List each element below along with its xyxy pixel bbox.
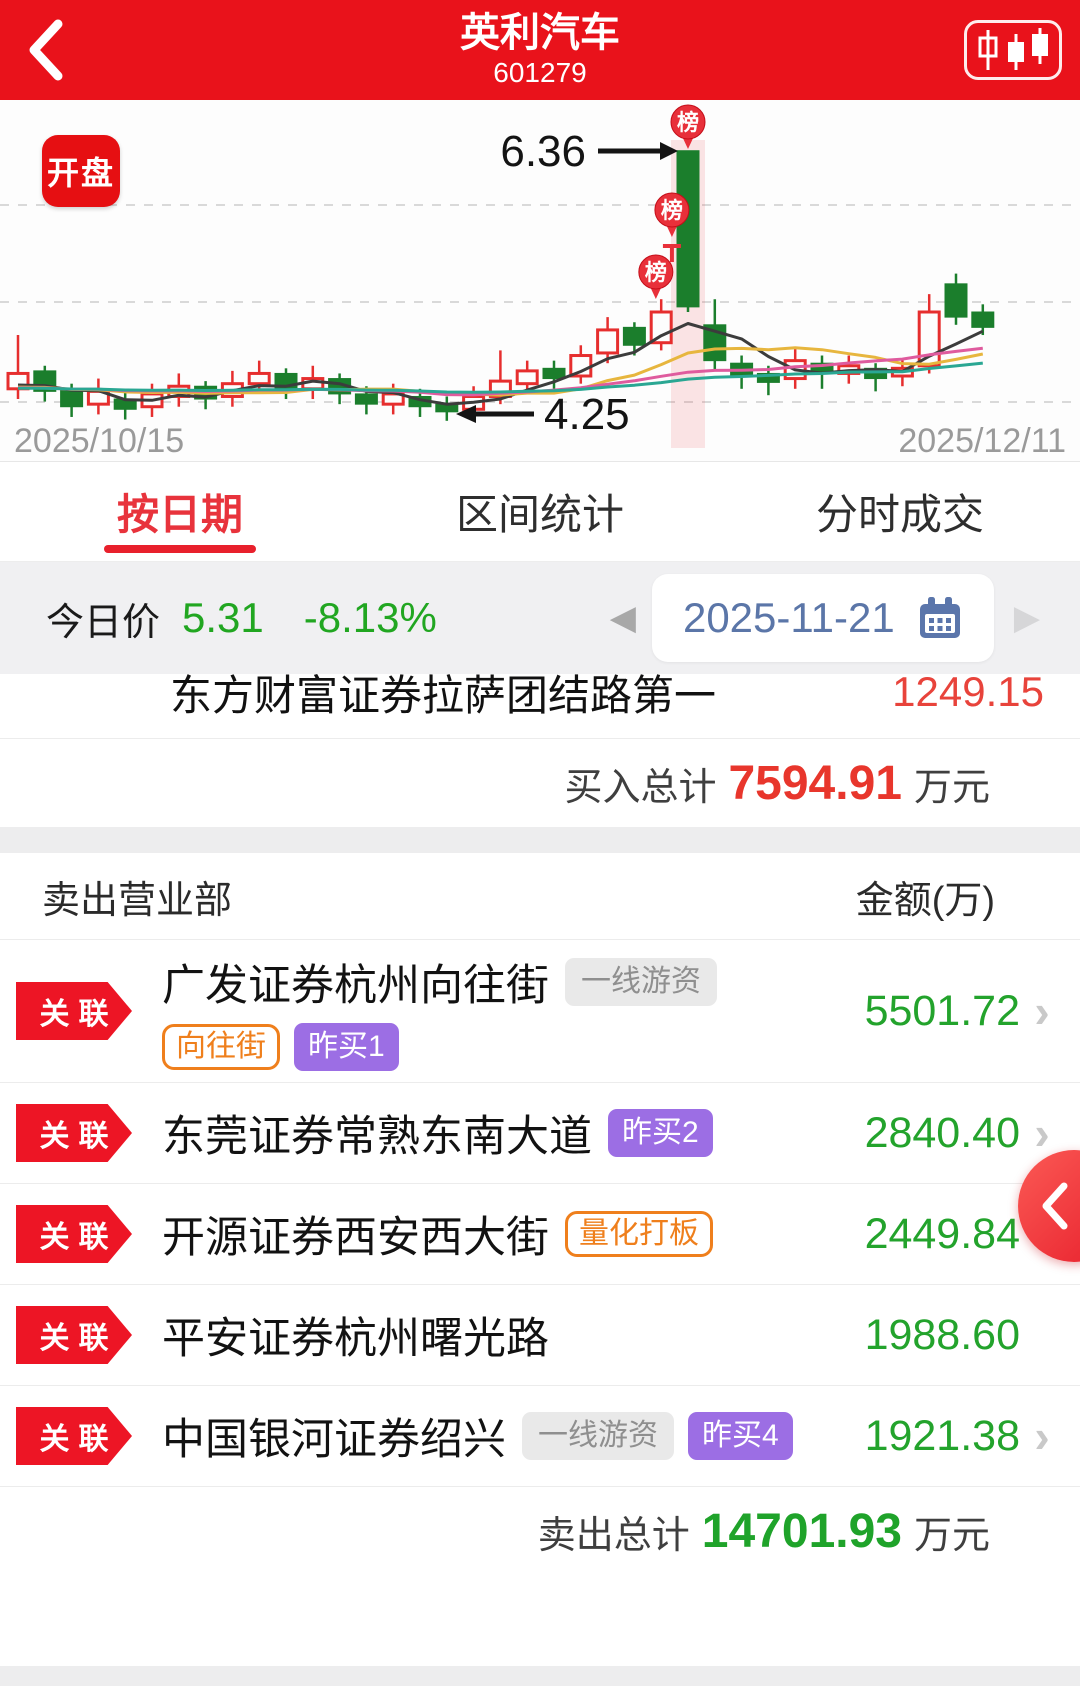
tab-intraday-trades[interactable]: 分时成交	[720, 462, 1080, 561]
divider	[0, 1082, 1080, 1083]
app-header: 英利汽车 601279	[0, 0, 1080, 100]
relation-badge: 关联	[16, 1407, 132, 1465]
sell-dept-row[interactable]: 关联 中国银河证券绍兴 一线游资 昨买4 1921.38 ›	[0, 1386, 1080, 1486]
tab-by-date[interactable]: 按日期	[0, 462, 360, 561]
buy-total-value: 7594.91	[728, 756, 902, 810]
dept-name: 东莞证券常熟东南大道	[162, 1113, 592, 1161]
section-separator	[0, 827, 1080, 853]
today-price-value: 5.31	[182, 594, 264, 641]
tab-label: 分时成交	[815, 491, 984, 538]
today-change-value: -8.13%	[303, 594, 437, 641]
dept-tag: 量化打板	[565, 1211, 713, 1257]
buy-total-label: 买入总计	[564, 766, 717, 809]
dept-name: 平安证券杭州曙光路	[162, 1315, 549, 1363]
calendar-icon	[919, 597, 960, 638]
divider	[0, 1486, 1080, 1487]
dept-info: 平安证券杭州曙光路	[162, 1304, 855, 1366]
dept-tag: 一线游资	[522, 1412, 674, 1460]
divider	[0, 1385, 1080, 1386]
divider	[0, 738, 1080, 739]
buy-row-clipped[interactable]: 东方财富证券拉萨团结路第一 1249.15	[0, 674, 1080, 738]
sell-total-label: 卖出总计	[537, 1514, 690, 1557]
svg-text:2025/10/15: 2025/10/15	[14, 422, 184, 460]
bottom-separator	[0, 1666, 1080, 1686]
dept-tag: 昨买2	[608, 1109, 713, 1157]
svg-text:榜: 榜	[645, 260, 667, 285]
dept-info: 中国银河证券绍兴 一线游资 昨买4	[162, 1405, 855, 1467]
svg-text:2025/12/11: 2025/12/11	[898, 422, 1066, 460]
page-title: 英利汽车	[460, 11, 620, 56]
dept-name: 开源证券西安西大街	[162, 1214, 549, 1262]
date-picker[interactable]: 2025-11-21	[651, 574, 994, 662]
divider	[0, 1284, 1080, 1285]
tab-bar: 按日期 区间统计 分时成交	[0, 462, 1080, 562]
svg-text:4.25: 4.25	[544, 390, 630, 439]
col-amount-header: 金额(万)	[855, 879, 995, 922]
sell-dept-row[interactable]: 关联 东莞证券常熟东南大道 昨买2 2840.40 ›	[0, 1083, 1080, 1183]
tab-range-stats[interactable]: 区间统计	[360, 462, 720, 561]
sell-table-header: 卖出营业部 金额(万)	[0, 853, 1080, 939]
dept-amount: 2840.40	[864, 1108, 1020, 1157]
chevron-right-icon[interactable]: ›	[1034, 1410, 1050, 1462]
kline-chart[interactable]: 6.36 4.25 榜榜榜 2025/10/15 2025/12/11 开盘	[0, 100, 1080, 462]
buy-total-unit: 万元	[913, 766, 990, 809]
dept-info: 开源证券西安西大街 量化打板	[162, 1203, 855, 1265]
selected-date: 2025-11-21	[682, 594, 895, 641]
dept-amount: 1988.60	[864, 1310, 1020, 1359]
sell-dept-row[interactable]: 关联 广发证券杭州向往街 一线游资 向往街 昨买1 5501.72 ›	[0, 940, 1080, 1082]
buy-total-row: 买入总计 7594.91 万元	[0, 739, 1080, 827]
open-badge: 开盘	[42, 135, 120, 207]
tab-label: 区间统计	[455, 491, 624, 538]
sell-rows-list: 关联 广发证券杭州向往街 一线游资 向往街 昨买1 5501.72 › 关联 东莞证券常熟东南大…	[0, 940, 1080, 1487]
dept-tag: 向往街	[162, 1024, 280, 1070]
col-dept-header: 卖出营业部	[42, 879, 233, 922]
sell-dept-row[interactable]: 关联 平安证券杭州曙光路 1988.60	[0, 1285, 1080, 1385]
active-tab-underline	[104, 545, 256, 553]
sell-total-row: 卖出总计 14701.93 万元	[0, 1487, 1080, 1575]
chevron-left-icon	[1042, 1182, 1068, 1230]
stock-code: 601279	[493, 57, 587, 89]
sell-total-unit: 万元	[913, 1514, 990, 1557]
relation-badge: 关联	[16, 982, 132, 1040]
dept-name: 广发证券杭州向往街	[162, 962, 549, 1010]
dept-amount: 1249.15	[892, 674, 1044, 715]
chevron-left-icon	[29, 19, 63, 81]
chevron-right-icon[interactable]: ›	[1034, 985, 1050, 1037]
back-button[interactable]	[18, 10, 88, 90]
relation-badge: 关联	[16, 1306, 132, 1364]
dept-info: 广发证券杭州向往街 一线游资向往街 昨买1	[162, 951, 855, 1071]
kline-view-button[interactable]	[964, 20, 1062, 80]
dept-name: 东方财富证券拉萨团结路第一	[170, 674, 717, 719]
dept-info: 东莞证券常熟东南大道 昨买2	[162, 1102, 855, 1164]
candlestick-chart-icon	[978, 28, 1048, 70]
svg-text:榜: 榜	[677, 110, 699, 135]
divider	[0, 1183, 1080, 1184]
svg-text:6.36: 6.36	[500, 127, 586, 176]
dept-amount: 5501.72	[864, 986, 1020, 1035]
relation-badge: 关联	[16, 1205, 132, 1263]
dept-amount: 2449.84	[864, 1209, 1020, 1258]
dept-tag: 昨买1	[294, 1023, 399, 1071]
chevron-right-icon[interactable]: ›	[1034, 1107, 1050, 1159]
divider	[0, 939, 1080, 940]
dept-tag: 昨买4	[688, 1412, 793, 1460]
price-date-bar: 今日价 5.31 -8.13% ◀ 2025-11-21 ▶	[0, 562, 1080, 674]
next-date-button[interactable]: ▶	[1013, 599, 1040, 637]
dept-tag: 一线游资	[565, 958, 717, 1006]
relation-badge: 关联	[16, 1104, 132, 1162]
svg-text:榜: 榜	[661, 198, 683, 223]
dept-amount: 1921.38	[864, 1411, 1020, 1460]
dept-name: 中国银河证券绍兴	[162, 1416, 506, 1464]
today-price-label: 今日价	[46, 601, 161, 644]
prev-date-button[interactable]: ◀	[609, 599, 636, 637]
sell-total-value: 14701.93	[701, 1504, 902, 1558]
tab-label: 按日期	[116, 491, 243, 538]
header-title-block: 英利汽车 601279	[0, 0, 1080, 100]
